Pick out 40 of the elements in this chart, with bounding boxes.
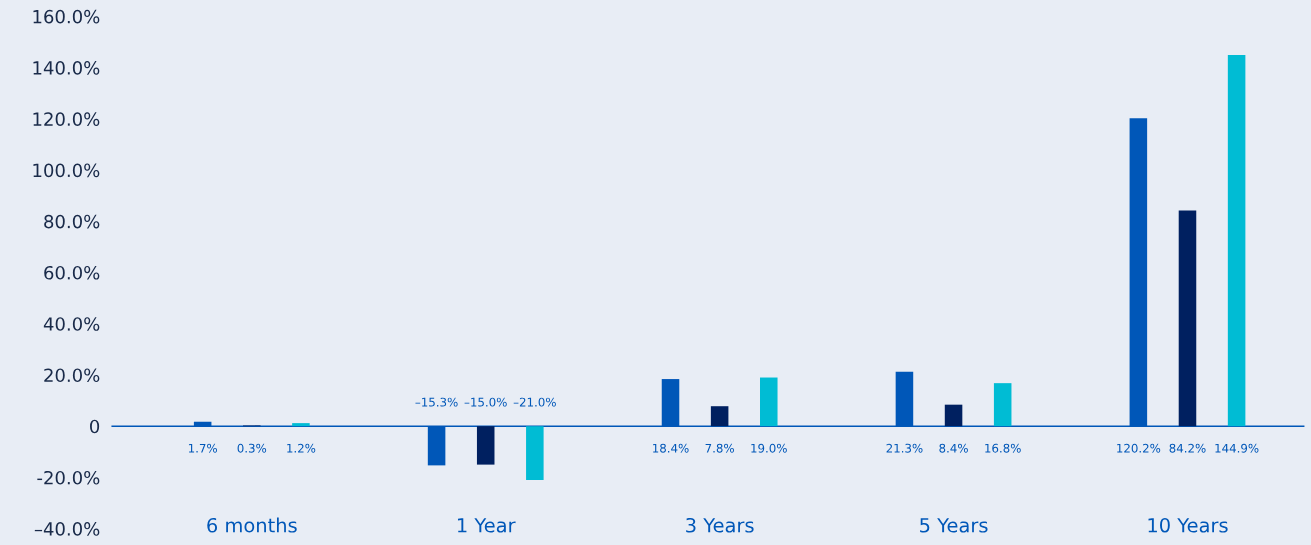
y-tick-label: 40.0% [43,317,100,331]
data-label: 18.4% [653,443,689,453]
bar [1227,55,1246,427]
y-tick-label: 160.0% [33,9,100,24]
bar [993,383,1012,427]
x-tick-label: 5 Years [920,518,988,533]
data-label: 144.9% [1215,443,1259,453]
data-label: 1.7% [188,443,218,453]
bar [476,426,495,465]
y-tick-label: -20.0% [37,470,100,485]
bar [759,377,778,427]
data-label: 1.2% [287,443,316,453]
data-label: –21.0% [513,397,556,407]
y-tick-label: –40.0% [34,522,100,536]
y-tick-label: 140.0% [33,61,100,75]
x-tick-label: 6 months [207,517,297,533]
data-label: 7.8% [705,443,734,453]
x-tick-label: 3 Years [686,517,754,533]
x-tick-label: 1 Year [457,518,516,533]
data-label: 120.2% [1117,443,1161,453]
y-tick-label: 100.0% [33,163,100,178]
y-tick-label: 80.0% [44,214,100,229]
data-label: 21.3% [886,443,923,453]
bar [1178,210,1197,427]
y-tick-label: 0 [90,419,100,434]
y-tick-label: 60.0% [44,265,100,280]
data-label: –15.0% [464,397,507,407]
data-label: 0.3% [237,443,267,453]
data-label: 19.0% [751,443,787,453]
data-label: 16.8% [985,443,1021,453]
bar [944,404,963,427]
y-tick-label: 20.0% [44,368,100,383]
x-tick-label: 10 Years [1148,517,1228,533]
data-label: 84.2% [1169,443,1206,453]
bar [710,406,729,427]
data-label: –15.3% [415,397,458,407]
bar [526,426,544,480]
data-label: 8.4% [939,443,968,453]
y-tick-label: 120.0% [33,112,100,126]
bar [292,423,310,427]
